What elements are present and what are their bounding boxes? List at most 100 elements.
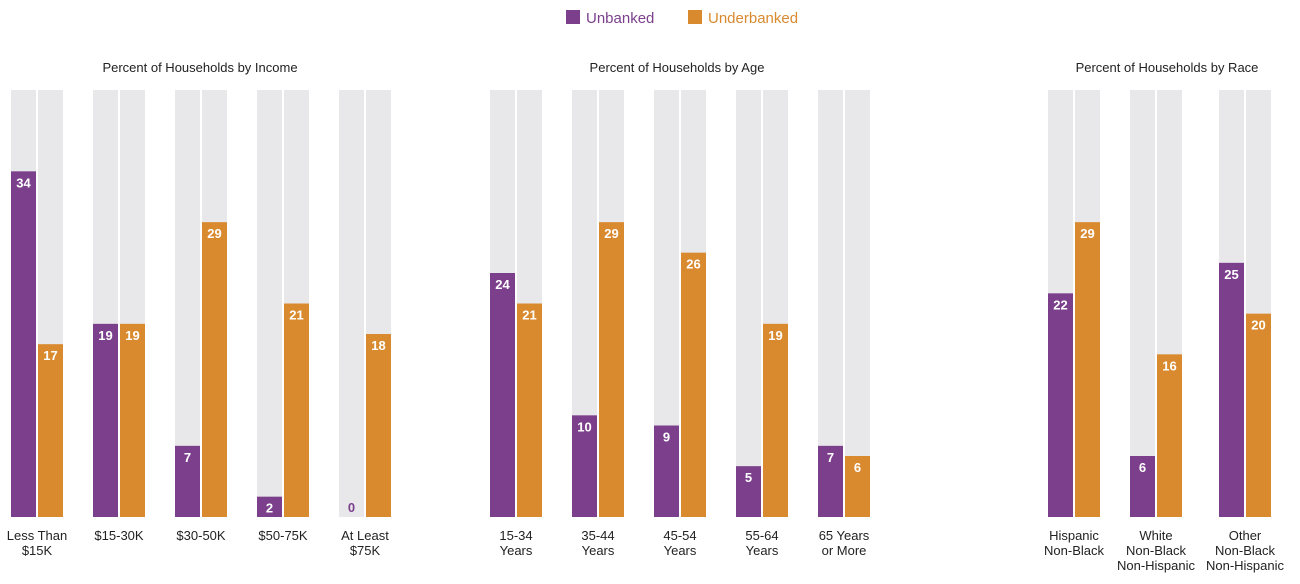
bar-track [845,90,870,517]
panel-title: Percent of Households by Income [102,60,297,75]
category-label-line: Years [582,543,615,558]
bar-underbanked [517,303,542,517]
chart-panel-1: Percent of Households by Income 34 17 Less … [7,60,391,558]
bar-underbanked [763,323,788,517]
bar-unbanked [1219,262,1244,517]
category-label: 35-44 Years [581,528,615,558]
category-label-line: 65 Years [819,528,870,543]
category-label-line: Non-Black [1126,543,1186,558]
category-label: 45-54 Years [663,528,697,558]
value-label-underbanked: 19 [768,328,782,343]
value-label-underbanked: 16 [1162,358,1176,373]
category-label: $30-50K [176,528,225,543]
value-label-unbanked: 34 [16,175,31,190]
bar-track [1130,90,1155,517]
bar-unbanked [257,496,282,517]
value-label-underbanked: 29 [604,226,618,241]
category-label: 55-64 Years [745,528,779,558]
bar-underbanked [120,323,145,517]
category-label: At Least $75K [341,528,389,558]
category-label-line: Hispanic [1049,528,1099,543]
category-label-line: Other [1229,528,1262,543]
value-label-underbanked: 26 [686,257,700,272]
bar-track [257,90,282,517]
category-label: White Non-Black Non-Hispanic [1117,528,1196,573]
bar-underbanked [1246,313,1271,517]
bar-unbanked [572,415,597,517]
category-label-line: $30-50K [176,528,225,543]
bar-underbanked [845,456,870,517]
category-label: $50-75K [258,528,307,543]
category-label-line: $15K [22,543,53,558]
value-label-underbanked: 20 [1251,318,1265,333]
category-label: Less Than $15K [7,528,67,558]
category-label-line: Less Than [7,528,67,543]
value-label-unbanked: 22 [1053,297,1067,312]
value-label-unbanked: 7 [184,450,191,465]
value-label-underbanked: 18 [371,338,385,353]
category-label-line: Non-Hispanic [1117,558,1196,573]
category-label-line: $75K [350,543,381,558]
bar-underbanked [1075,222,1100,517]
bar-unbanked [654,425,679,517]
value-label-unbanked: 9 [663,430,670,445]
value-label-unbanked: 5 [745,470,752,485]
bar-unbanked [490,273,515,517]
value-label-underbanked: 19 [125,328,139,343]
value-label-underbanked: 29 [207,226,221,241]
category-label-line: 45-54 [663,528,696,543]
category-label-line: $50-75K [258,528,307,543]
category-label-line: 55-64 [745,528,778,543]
category-label-line: Non-Black [1044,543,1104,558]
value-label-unbanked: 24 [495,277,510,292]
bar-unbanked [818,445,843,517]
category-label-line: Non-Hispanic [1206,558,1285,573]
value-label-unbanked: 0 [348,500,355,515]
value-label-unbanked: 6 [1139,460,1146,475]
legend: Unbanked Underbanked [566,10,798,27]
chart-panel-3: Percent of Households by Race 22 29 Hispani… [1044,60,1284,573]
legend-swatch-underbanked [688,10,702,24]
category-label: Hispanic Non-Black [1044,528,1104,558]
category-label: $15-30K [94,528,143,543]
category-label-line: Years [746,543,779,558]
category-label-line: 35-44 [581,528,614,543]
bar-underbanked [681,252,706,517]
legend-swatch-unbanked [566,10,580,24]
value-label-unbanked: 7 [827,450,834,465]
value-label-unbanked: 19 [98,328,112,343]
category-label-line: or More [822,543,867,558]
category-label-line: Years [664,543,697,558]
category-label-line: At Least [341,528,389,543]
category-label: 15-34 Years [499,528,533,558]
panel-title: Percent of Households by Age [590,60,765,75]
bar-track [339,90,364,517]
value-label-unbanked: 25 [1224,267,1238,282]
bar-unbanked [11,171,36,518]
bar-underbanked [38,344,63,517]
chart-panels: Percent of Households by Income 34 17 Less … [7,60,1285,573]
category-label-line: 15-34 [499,528,532,543]
category-label-line: $15-30K [94,528,143,543]
category-label-line: Non-Black [1215,543,1275,558]
value-label-underbanked: 21 [522,308,536,323]
value-label-underbanked: 17 [43,348,57,363]
value-label-underbanked: 6 [854,460,861,475]
bar-unbanked [736,466,761,517]
category-label-line: Years [500,543,533,558]
panel-title: Percent of Households by Race [1076,60,1259,75]
legend-label-underbanked: Underbanked [708,10,798,27]
bar-underbanked [284,303,309,517]
value-label-unbanked: 10 [577,419,591,434]
category-label-line: White [1139,528,1172,543]
bar-underbanked [1157,354,1182,517]
category-label: Other Non-Black Non-Hispanic [1206,528,1285,573]
bar-unbanked [1048,293,1073,517]
bar-unbanked [93,323,118,517]
value-label-underbanked: 21 [289,308,303,323]
bar-underbanked [366,334,391,517]
category-label: 65 Years or More [819,528,870,558]
bar-unbanked [175,445,200,517]
value-label-unbanked: 2 [266,501,273,516]
